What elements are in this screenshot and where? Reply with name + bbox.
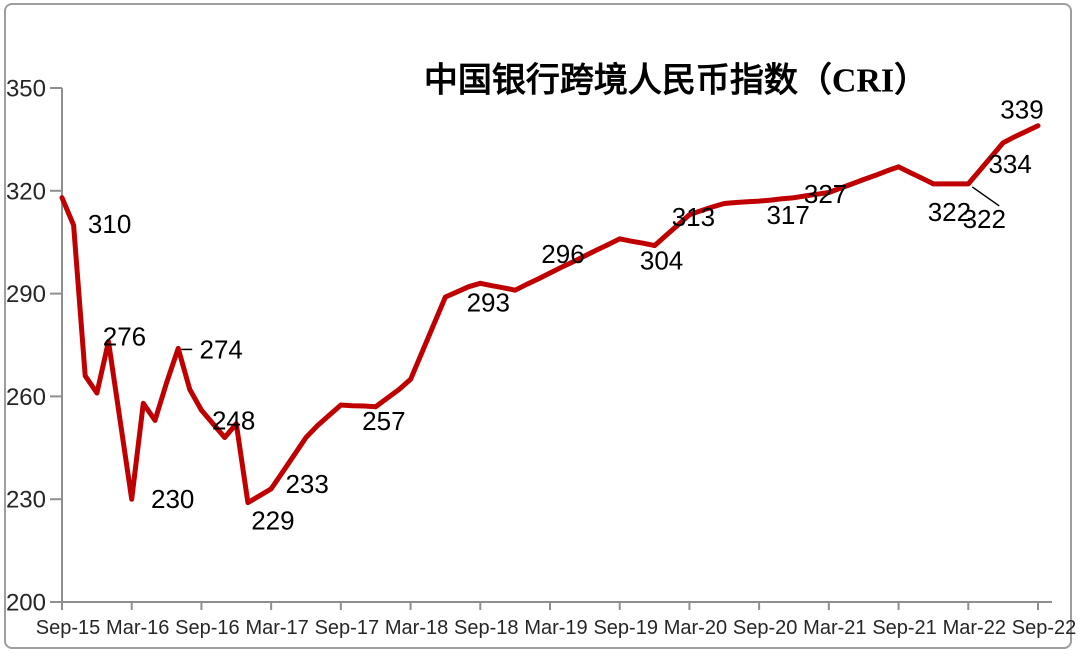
data-label: 327: [804, 179, 847, 209]
x-axis-tick-label: Mar-17: [245, 617, 308, 639]
x-axis-tick-label: Mar-21: [803, 617, 866, 639]
data-label: 317: [766, 200, 809, 230]
data-label: 274: [199, 334, 242, 364]
data-label: 293: [467, 287, 510, 317]
data-label: 304: [640, 246, 683, 276]
data-label: 334: [988, 149, 1031, 179]
chart-border-frame: [4, 3, 1072, 649]
x-axis-tick-label: Sep-18: [454, 617, 519, 639]
x-axis-tick-label: Mar-16: [106, 617, 169, 639]
data-label: 339: [1000, 95, 1043, 125]
x-axis-tick-label: Sep-22: [1012, 617, 1077, 639]
series-line: [59, 123, 1041, 506]
y-axis-tick-label: 350: [6, 76, 46, 103]
x-axis-tick-label: Sep-21: [872, 617, 937, 639]
data-label: 229: [251, 506, 294, 536]
data-label: 276: [103, 322, 146, 352]
x-axis-tick-label: Mar-20: [664, 617, 727, 639]
x-axis-tick-label: Mar-22: [943, 617, 1006, 639]
data-label-leader-line: [971, 186, 1000, 207]
x-axis-tick-label: Sep-16: [175, 617, 240, 639]
chart-title: 中国银行跨境人民币指数（CRI）: [424, 61, 928, 100]
x-axis-tick-label: Sep-20: [733, 617, 798, 639]
y-axis-tick-label: 260: [6, 384, 46, 411]
x-axis-tick-label: Sep-15: [36, 617, 101, 639]
data-label: 322: [928, 197, 971, 227]
data-label: 296: [541, 239, 584, 269]
y-axis-tick-label: 320: [6, 178, 46, 205]
x-axis-tick-label: Sep-17: [315, 617, 380, 639]
y-axis-tick-label: 290: [6, 281, 46, 308]
data-label: 230: [151, 484, 194, 514]
data-label: 248: [212, 406, 255, 436]
x-axis-tick-label: Sep-19: [593, 617, 658, 639]
data-label: 257: [362, 406, 405, 436]
data-label: 313: [672, 202, 715, 232]
data-label: 310: [88, 209, 131, 239]
data-label: 233: [285, 469, 328, 499]
x-axis-tick-label: Mar-19: [524, 617, 587, 639]
y-axis-tick-label: 230: [6, 487, 46, 514]
data-label: 322: [963, 204, 1006, 234]
y-axis-tick-label: 200: [6, 590, 46, 617]
x-axis-tick-label: Mar-18: [385, 617, 448, 639]
cri-series-polyline: [59, 123, 1041, 506]
